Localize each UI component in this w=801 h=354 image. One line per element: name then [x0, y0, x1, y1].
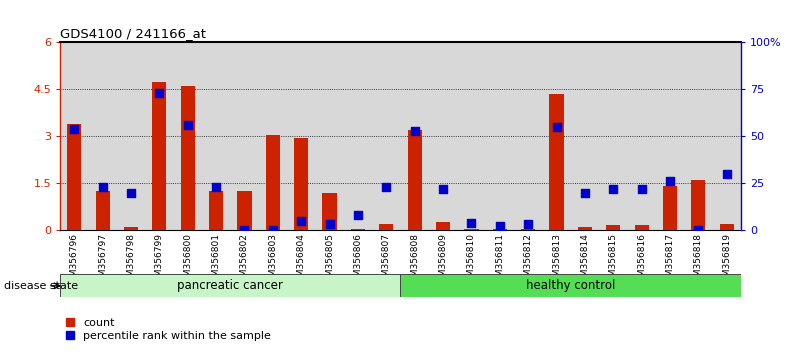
Bar — [400, 274, 741, 297]
Text: healthy control: healthy control — [526, 279, 615, 292]
Point — [550, 124, 563, 130]
Bar — [606, 225, 620, 230]
Point — [437, 186, 449, 192]
Bar — [521, 229, 535, 230]
Bar — [323, 193, 336, 230]
Point — [267, 227, 280, 233]
Point — [68, 126, 81, 132]
Bar — [152, 81, 167, 230]
Text: GDS4100 / 241166_at: GDS4100 / 241166_at — [60, 27, 206, 40]
Point — [465, 220, 478, 225]
Bar — [181, 86, 195, 230]
Bar — [379, 224, 393, 230]
Point — [181, 122, 194, 128]
Bar — [95, 191, 110, 230]
Point — [692, 227, 705, 233]
Point — [607, 186, 620, 192]
Point — [720, 171, 733, 177]
Bar — [691, 180, 706, 230]
Bar — [549, 94, 564, 230]
Point — [295, 218, 308, 224]
Point — [663, 178, 676, 184]
Legend: count, percentile rank within the sample: count, percentile rank within the sample — [66, 318, 272, 341]
Bar — [237, 191, 252, 230]
Bar — [578, 227, 592, 230]
Bar — [60, 274, 400, 297]
Point — [578, 190, 591, 195]
Bar — [67, 124, 82, 230]
Bar — [493, 229, 507, 230]
Point — [238, 227, 251, 233]
Bar — [663, 186, 677, 230]
Point — [635, 186, 648, 192]
Text: disease state: disease state — [4, 281, 78, 291]
Point — [493, 223, 506, 229]
Point — [380, 184, 392, 190]
Text: pancreatic cancer: pancreatic cancer — [177, 279, 284, 292]
Bar — [634, 225, 649, 230]
Point — [409, 128, 421, 133]
Point — [352, 212, 364, 218]
Bar — [209, 191, 223, 230]
Bar — [436, 222, 450, 230]
Bar — [408, 130, 422, 230]
Bar — [266, 135, 280, 230]
Point — [521, 222, 534, 227]
Bar — [719, 224, 734, 230]
Point — [153, 90, 166, 96]
Point — [210, 184, 223, 190]
Bar — [294, 138, 308, 230]
Bar — [465, 229, 478, 230]
Point — [323, 222, 336, 227]
Point — [125, 190, 138, 195]
Bar — [351, 229, 365, 230]
Point — [96, 184, 109, 190]
Bar — [124, 227, 138, 230]
